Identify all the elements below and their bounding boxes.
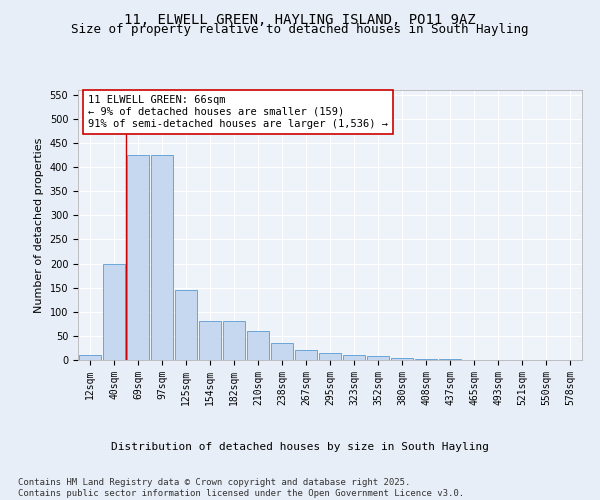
Bar — [343, 355, 365, 360]
Bar — [295, 350, 317, 360]
Bar — [79, 355, 101, 360]
Bar — [439, 358, 461, 360]
Y-axis label: Number of detached properties: Number of detached properties — [34, 138, 44, 312]
Text: 11 ELWELL GREEN: 66sqm
← 9% of detached houses are smaller (159)
91% of semi-det: 11 ELWELL GREEN: 66sqm ← 9% of detached … — [88, 96, 388, 128]
Text: Size of property relative to detached houses in South Hayling: Size of property relative to detached ho… — [71, 22, 529, 36]
Bar — [247, 331, 269, 360]
Bar — [391, 358, 413, 360]
Text: Contains HM Land Registry data © Crown copyright and database right 2025.
Contai: Contains HM Land Registry data © Crown c… — [18, 478, 464, 498]
Text: 11, ELWELL GREEN, HAYLING ISLAND, PO11 9AZ: 11, ELWELL GREEN, HAYLING ISLAND, PO11 9… — [124, 12, 476, 26]
Text: Distribution of detached houses by size in South Hayling: Distribution of detached houses by size … — [111, 442, 489, 452]
Bar — [151, 155, 173, 360]
Bar — [199, 322, 221, 360]
Bar — [415, 358, 437, 360]
Bar — [103, 264, 125, 360]
Bar — [271, 343, 293, 360]
Bar — [127, 155, 149, 360]
Bar — [175, 290, 197, 360]
Bar — [223, 322, 245, 360]
Bar — [319, 353, 341, 360]
Bar — [367, 356, 389, 360]
